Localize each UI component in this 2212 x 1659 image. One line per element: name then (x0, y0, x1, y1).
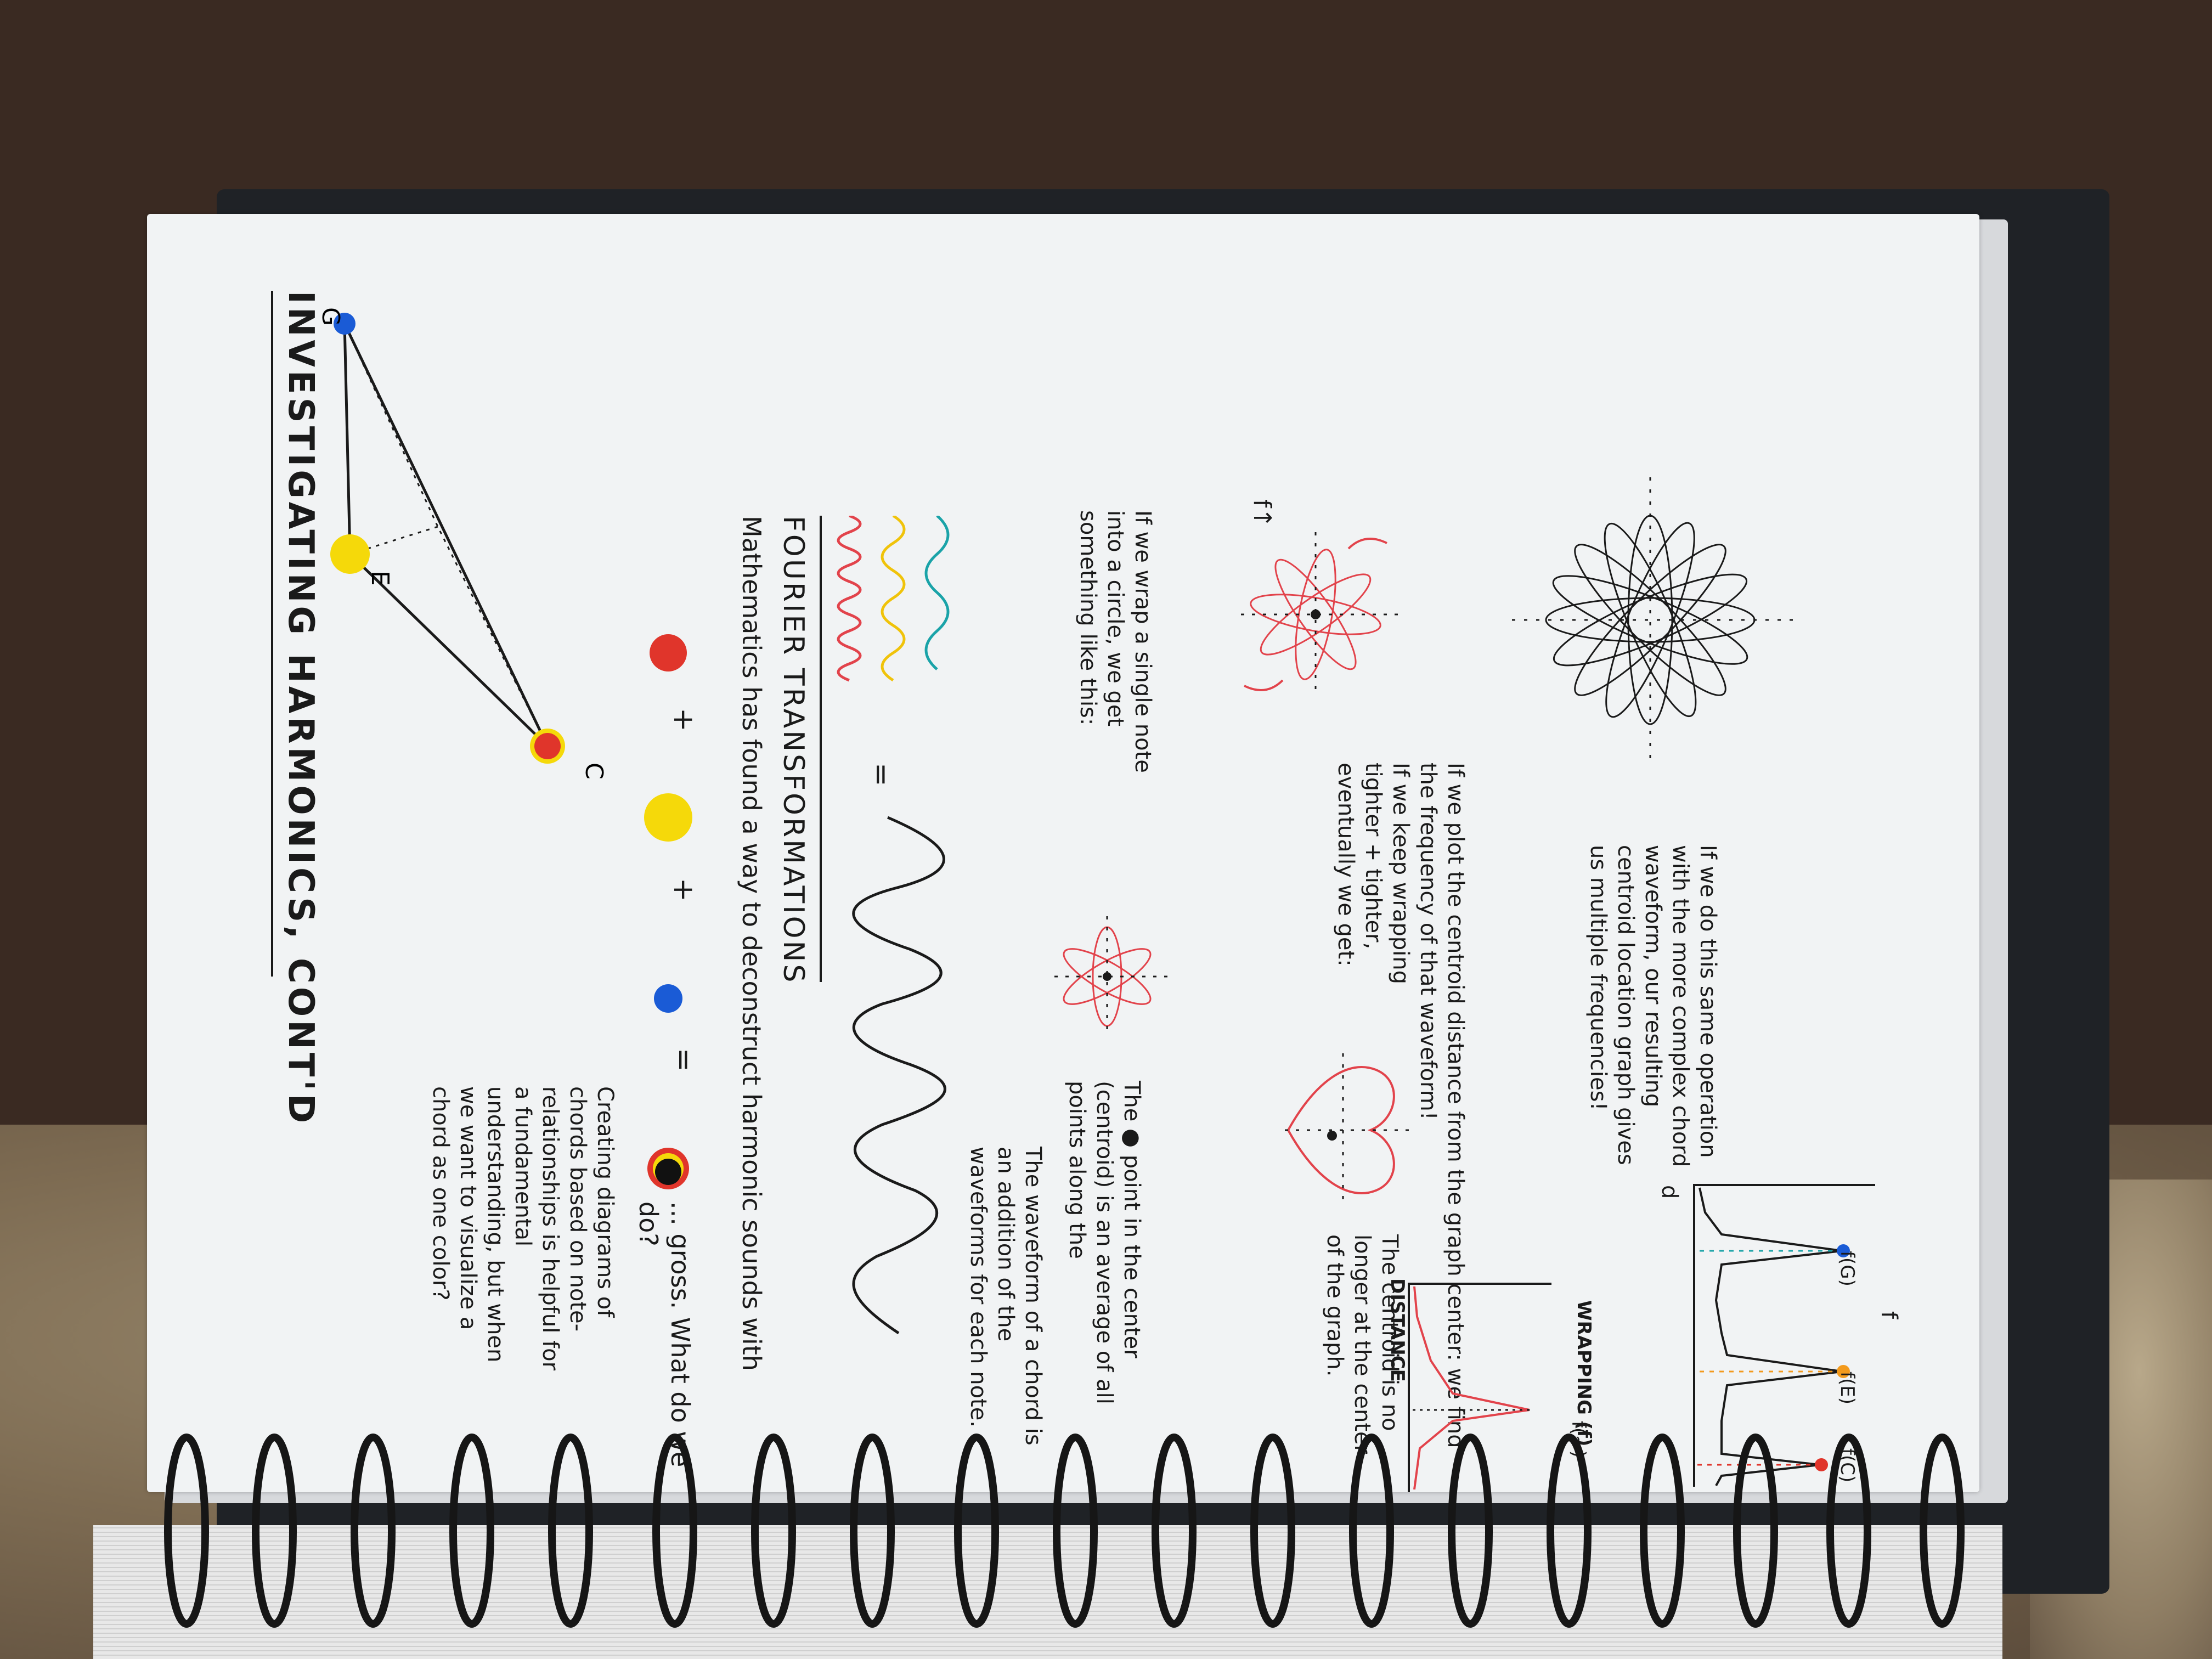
peak-e-dot (1837, 1365, 1850, 1378)
label-e: E (366, 571, 394, 586)
title-underline (271, 291, 273, 977)
graph2-peak-e: f(E) (1836, 1372, 1858, 1404)
mixed-dot (655, 1159, 681, 1185)
label-g: G (317, 307, 345, 326)
graph2-xlabel: f (1876, 1311, 1901, 1319)
plus-sign-1: + (667, 708, 700, 734)
distance-graph (1408, 1283, 1551, 1492)
tight-wrap-flower (1233, 532, 1398, 697)
yellow-waveform (881, 516, 906, 682)
complex-wrap-flower (1508, 477, 1793, 763)
color-sum-equation (644, 634, 692, 1189)
chord-waveform (852, 816, 946, 1335)
complex-text: If we do this same operation with the mo… (1585, 845, 1720, 1167)
f-arrow-label: f↑ (1248, 499, 1276, 528)
peak-c-dot (1815, 1458, 1828, 1471)
notebook-page: INVESTIGATING HARMONICS, CONT'D G E C (147, 214, 1979, 1492)
teal-waveform (924, 516, 950, 670)
peak-g-dot (1837, 1244, 1850, 1257)
red-dot (650, 634, 687, 672)
centroid-dot-2 (1327, 1131, 1337, 1141)
keep-wrapping-text: If we keep wrapping tighter + tighter, e… (1333, 763, 1413, 985)
centroid-dot-1 (1103, 972, 1111, 981)
multi-frequency-graph (1693, 1184, 1875, 1487)
intro-text: Creating diagrams of chords based on not… (428, 1086, 618, 1371)
wrap-text: If we wrap a single note into a circle, … (1075, 510, 1155, 773)
chord-triangle-diagram: G E C (317, 307, 608, 780)
page-content-rotated: INVESTIGATING HARMONICS, CONT'D G E C (147, 214, 1979, 1492)
graph2-ylabel: d (1657, 1185, 1682, 1199)
plus-sign-2: + (667, 878, 700, 904)
fourier-heading: FOURIER TRANSFORMATIONS (777, 516, 810, 985)
note-waveforms (837, 516, 950, 682)
spiral-binding (164, 1434, 1965, 1628)
graph1-ylabel: DISTANCE (1386, 1278, 1408, 1382)
blue-dot (654, 984, 682, 1013)
note-e-dot (330, 534, 370, 574)
note-g-dot (334, 313, 356, 335)
math-line: Mathematics has found a way to deconstru… (737, 516, 766, 1371)
equals-sign-1: = (667, 1048, 700, 1074)
heart-shape (1277, 1053, 1409, 1207)
wrapped-note-flower (1047, 916, 1167, 1037)
red-waveform (837, 516, 862, 682)
yellow-dot (644, 793, 692, 842)
label-c: C (580, 763, 608, 780)
equals-sign-2: = (865, 763, 898, 789)
graph2-peak-g: f(G) (1836, 1251, 1858, 1286)
